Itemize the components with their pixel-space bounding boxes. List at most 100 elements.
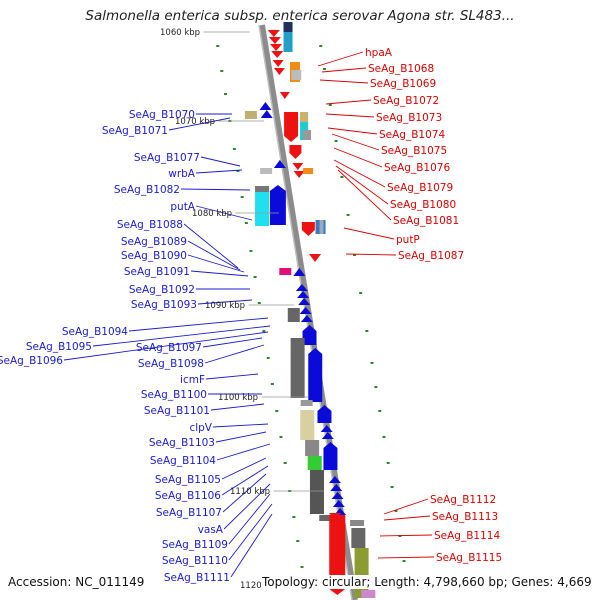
gene-label-seag_b1096: SeAg_B1096 — [0, 355, 63, 367]
forward-gene — [323, 442, 338, 470]
gene-label-seag_b1079: SeAg_B1079 — [387, 182, 453, 194]
forward-gene — [269, 185, 286, 225]
reverse-gene — [301, 222, 315, 236]
gene-block — [283, 22, 293, 32]
gc-tick — [300, 566, 304, 568]
gc-tick — [374, 386, 378, 388]
gene-label-seag_b1075: SeAg_B1075 — [381, 145, 447, 157]
label-leader — [321, 67, 367, 73]
gene-label-seag_b1068: SeAg_B1068 — [368, 63, 434, 75]
forward-gene-arrow — [260, 110, 273, 118]
gene-block — [255, 186, 270, 192]
forward-gene-arrow — [328, 476, 341, 483]
forward-gene-arrow — [321, 432, 334, 439]
kbp-marker: 1120 — [240, 581, 262, 591]
label-leader — [221, 457, 267, 480]
gene-label-seag_b1112: SeAg_B1112 — [430, 494, 496, 506]
gene-label-seag_b1104: SeAg_B1104 — [150, 455, 216, 467]
label-leader — [190, 270, 249, 277]
gc-tick — [328, 104, 332, 106]
label-leader — [215, 431, 267, 443]
gene-block — [244, 111, 257, 119]
label-leader — [92, 325, 271, 347]
gene-label-seag_b1069: SeAg_B1069 — [370, 78, 436, 90]
gc-tick — [283, 462, 287, 464]
gene-label-seag_b1082: SeAg_B1082 — [114, 184, 180, 196]
gene-block — [303, 168, 314, 174]
forward-gene-arrow — [295, 284, 308, 291]
gc-tick — [279, 436, 283, 438]
gc-tick — [334, 140, 338, 142]
label-leader — [205, 373, 259, 380]
gc-tick — [223, 93, 227, 95]
gene-label-seag_b1098: SeAg_B1098 — [138, 358, 204, 370]
gene-label-seag_b1074: SeAg_B1074 — [379, 129, 445, 141]
gc-tick — [386, 462, 390, 464]
kbp-marker: 1080 kbp — [192, 209, 232, 219]
label-leader — [180, 188, 251, 191]
kbp-marker: 1070 kbp — [175, 117, 215, 127]
gene-label-seag_b1073: SeAg_B1073 — [376, 112, 442, 124]
forward-gene-arrow — [332, 500, 345, 507]
reverse-gene-arrow — [309, 254, 322, 262]
gc-tick — [296, 540, 300, 542]
reverse-gene-arrow — [293, 171, 305, 178]
kbp-marker: 1060 kbp — [160, 28, 200, 38]
gene-label-seag_b1095: SeAg_B1095 — [26, 341, 92, 353]
label-leader — [228, 503, 273, 561]
label-leader — [223, 483, 271, 530]
gene-block — [300, 410, 315, 440]
gene-label-seag_b1072: SeAg_B1072 — [373, 95, 439, 107]
reverse-gene-arrow — [328, 513, 341, 520]
gene-label-seag_b1080: SeAg_B1080 — [390, 199, 456, 211]
kbp-marker: 1100 kbp — [218, 393, 258, 403]
gc-tick — [257, 302, 261, 304]
gene-block — [361, 590, 376, 598]
gene-block — [290, 338, 305, 398]
gene-label-seag_b1113: SeAg_B1113 — [432, 511, 498, 523]
genome-summary: Topology: circular; Length: 4,798,660 bp… — [262, 575, 592, 589]
gene-label-seag_b1114: SeAg_B1114 — [434, 530, 500, 542]
gc-tick — [322, 68, 326, 70]
gc-tick — [236, 170, 240, 172]
label-leader — [183, 223, 239, 269]
gene-label-wrba: wrbA — [168, 168, 196, 180]
gene-label-vasa: vasA — [198, 524, 224, 536]
gene-block — [319, 515, 334, 521]
forward-gene-arrow — [298, 298, 311, 305]
label-leaders — [63, 51, 435, 578]
label-leader — [377, 556, 435, 559]
gene-block — [302, 130, 311, 140]
forward-gene — [302, 325, 317, 345]
gc-tick — [292, 516, 296, 518]
label-leader — [204, 344, 265, 364]
gc-skew-track — [216, 45, 406, 568]
label-leader — [337, 169, 392, 221]
reverse-gene-arrow — [292, 163, 304, 170]
gene-block — [291, 70, 302, 80]
gc-tick — [370, 362, 374, 364]
gene-block — [300, 112, 309, 122]
gc-tick — [365, 330, 369, 332]
gc-tick — [275, 410, 279, 412]
gc-tick — [390, 486, 394, 488]
gene-label-seag_b1081: SeAg_B1081 — [393, 215, 459, 227]
label-leader — [327, 127, 378, 135]
gc-tick — [346, 214, 350, 216]
gc-tick — [244, 222, 248, 224]
label-leader — [228, 493, 271, 545]
label-leader — [195, 169, 243, 174]
gene-label-seag_b1090: SeAg_B1090 — [121, 250, 187, 262]
forward-gene-arrow — [297, 291, 310, 298]
reverse-gene-arrow — [273, 68, 285, 75]
gene-label-seag_b1101: SeAg_B1101 — [144, 405, 210, 417]
forward-gene — [317, 405, 332, 423]
gc-tick — [266, 357, 270, 359]
forward-gene-arrow — [259, 102, 272, 110]
reverse-gene-arrow — [330, 521, 343, 528]
gene-label-seag_b1103: SeAg_B1103 — [149, 437, 215, 449]
reverse-gene-arrow — [270, 44, 283, 51]
gene-label-seag_b1107: SeAg_B1107 — [156, 507, 222, 519]
gene-block — [255, 186, 270, 226]
label-leader — [195, 205, 253, 221]
